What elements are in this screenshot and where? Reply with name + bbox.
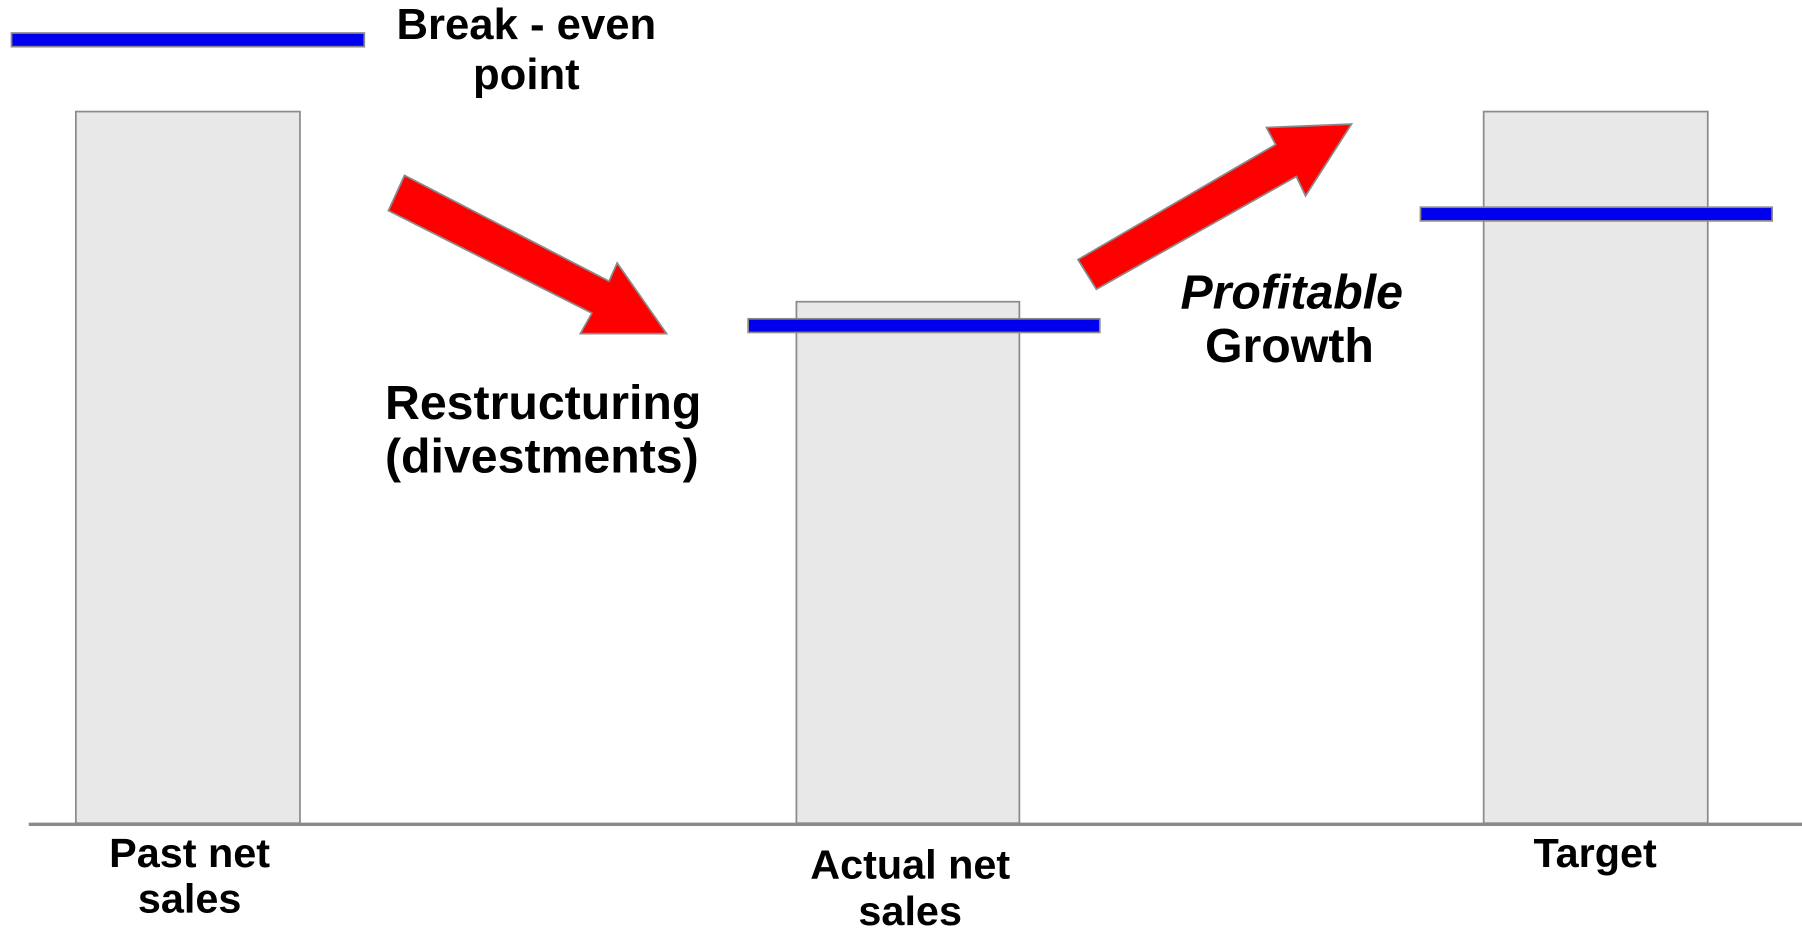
legend-label: point — [473, 51, 580, 99]
category-label: Target — [1533, 830, 1657, 876]
break-even-line — [747, 317, 1101, 334]
bar — [1482, 110, 1709, 825]
category-label: Past net — [109, 830, 270, 876]
up-arrow — [1076, 123, 1354, 291]
down-arrow — [387, 174, 669, 335]
legend-label: Break - even — [397, 1, 657, 49]
break-even-line — [1419, 206, 1773, 222]
bar — [795, 300, 1021, 825]
break-even-legend-line — [10, 32, 366, 48]
category-label: sales — [858, 888, 962, 934]
annotation: Profitable — [1180, 267, 1403, 320]
annotation: Growth — [1205, 320, 1374, 373]
bar — [74, 110, 301, 825]
category-label: sales — [138, 876, 242, 922]
annotation: (divestments) — [385, 431, 699, 484]
category-label: Actual net — [810, 842, 1010, 888]
annotation: Restructuring — [385, 377, 701, 430]
